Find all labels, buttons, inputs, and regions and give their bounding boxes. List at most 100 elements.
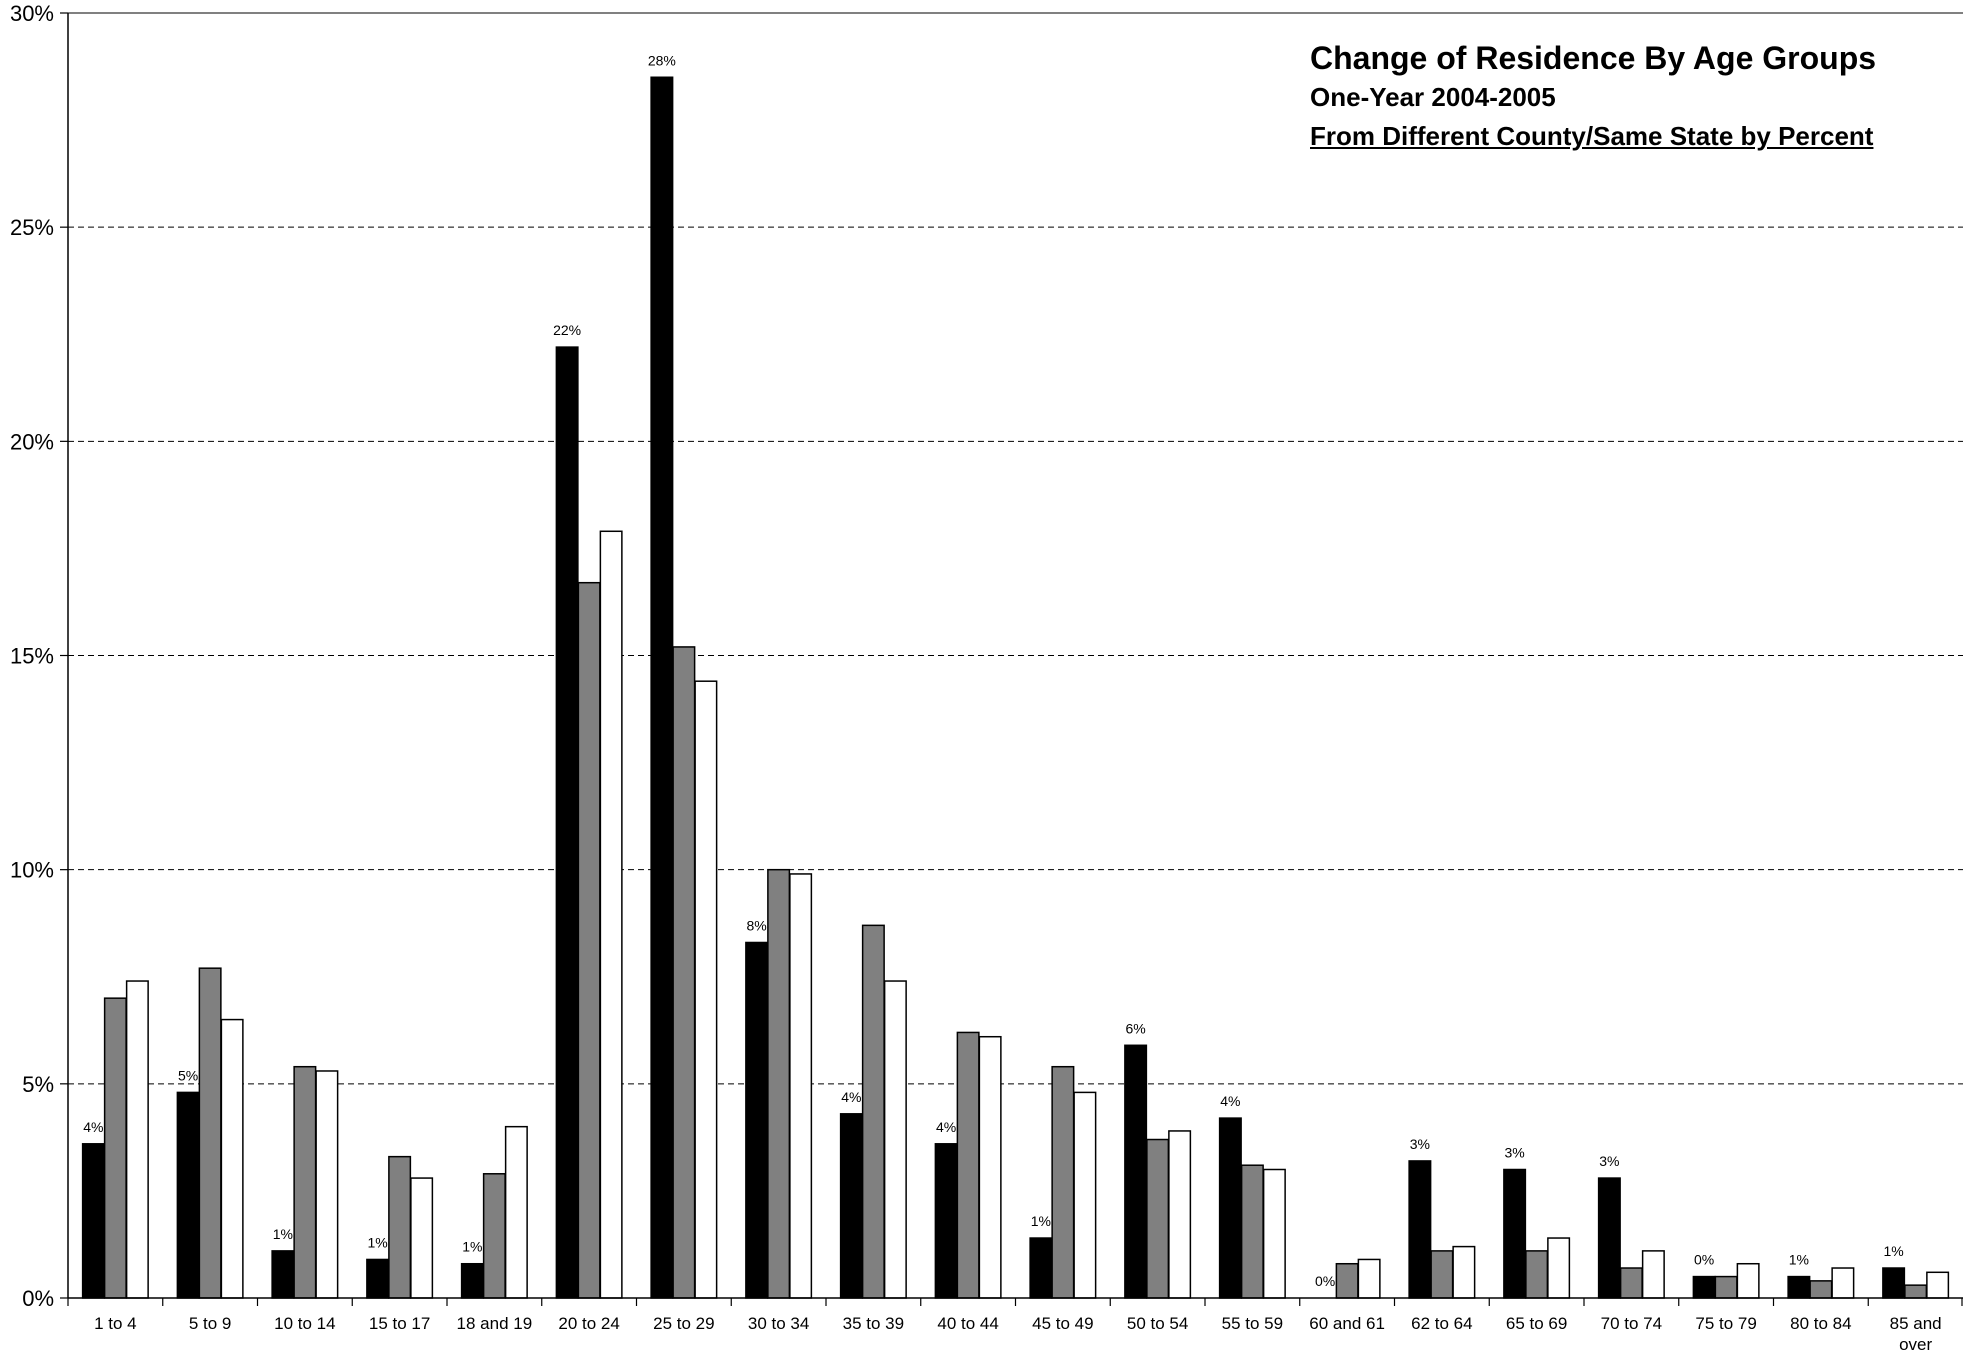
gridlines bbox=[68, 12, 1963, 1085]
bar bbox=[1503, 1168, 1527, 1299]
bar bbox=[1240, 1164, 1264, 1299]
bar bbox=[1408, 1160, 1432, 1299]
x-tick-label: 35 to 39 bbox=[843, 1314, 904, 1333]
x-tick-label: 18 and 19 bbox=[457, 1314, 533, 1333]
x-tick-label: 15 to 17 bbox=[369, 1314, 430, 1333]
bar bbox=[1619, 1267, 1643, 1299]
bar bbox=[599, 530, 623, 1299]
bar bbox=[650, 76, 674, 1299]
bar bbox=[767, 868, 791, 1299]
y-tick-label: 25% bbox=[10, 215, 54, 240]
bar bbox=[1641, 1250, 1665, 1299]
bar bbox=[271, 1250, 295, 1299]
x-tick-label: 85 and over bbox=[1890, 1314, 1942, 1354]
bar bbox=[577, 581, 601, 1299]
chart-subtitle-2: From Different County/Same State by Perc… bbox=[1310, 121, 1874, 151]
bar bbox=[861, 924, 885, 1299]
bar bbox=[1335, 1262, 1359, 1299]
y-tick-label: 10% bbox=[10, 858, 54, 883]
x-tick-label: 10 to 14 bbox=[274, 1314, 335, 1333]
bar bbox=[293, 1065, 317, 1299]
data-label: 1% bbox=[273, 1226, 293, 1242]
bar bbox=[482, 1173, 506, 1299]
data-label: 4% bbox=[83, 1119, 103, 1135]
bar bbox=[883, 980, 907, 1299]
bar bbox=[1787, 1275, 1811, 1299]
bar bbox=[81, 1143, 105, 1299]
y-tick-label: 30% bbox=[10, 1, 54, 26]
bar bbox=[1452, 1245, 1476, 1299]
data-label: 28% bbox=[648, 52, 676, 68]
bar bbox=[672, 646, 696, 1299]
x-tick-label: 80 to 84 bbox=[1790, 1314, 1851, 1333]
chart-title: Change of Residence By Age Groups bbox=[1310, 40, 1877, 76]
x-axis: 1 to 4 5 to 9 10 to 14 15 to 17 18 and 19 20 … bbox=[67, 1297, 1963, 1354]
bar bbox=[789, 873, 813, 1299]
x-tick-label: 50 to 54 bbox=[1127, 1314, 1188, 1333]
x-tick-label: 55 to 59 bbox=[1222, 1314, 1283, 1333]
bar bbox=[1029, 1237, 1053, 1299]
data-labels: 4% 5% 1% 1% 1% 22% 28% 8% 4% 4% 1% 6% 4% 0% 3% 3% 3% 0% 1%… bbox=[83, 52, 1903, 1289]
bar bbox=[1525, 1250, 1549, 1299]
data-label: 22% bbox=[553, 322, 581, 338]
bar bbox=[198, 967, 222, 1299]
data-label: 1% bbox=[462, 1239, 482, 1255]
bar bbox=[1357, 1258, 1381, 1299]
chart-title-block: Change of Residence By Age Groups One-Ye… bbox=[1310, 38, 1876, 156]
y-tick-label: 5% bbox=[22, 1072, 54, 1097]
y-tick-label: 0% bbox=[22, 1286, 54, 1311]
bars bbox=[81, 76, 1950, 1299]
bar bbox=[103, 997, 127, 1299]
bar bbox=[1926, 1271, 1950, 1299]
data-label: 1% bbox=[1789, 1252, 1809, 1268]
bar bbox=[410, 1177, 434, 1299]
bar bbox=[388, 1155, 412, 1299]
data-label: 8% bbox=[747, 917, 767, 933]
bar bbox=[1597, 1177, 1621, 1299]
bar bbox=[839, 1113, 863, 1299]
x-tick-label: 1 to 4 bbox=[94, 1314, 137, 1333]
bar bbox=[978, 1035, 1002, 1299]
bar bbox=[366, 1258, 390, 1299]
data-label: 0% bbox=[1694, 1252, 1714, 1268]
bar bbox=[1904, 1284, 1928, 1299]
x-tick-label: 65 to 69 bbox=[1506, 1314, 1567, 1333]
bar bbox=[1692, 1275, 1716, 1299]
bar bbox=[504, 1125, 528, 1299]
bar bbox=[125, 980, 149, 1299]
x-tick-label: 40 to 44 bbox=[937, 1314, 998, 1333]
data-label: 3% bbox=[1410, 1136, 1430, 1152]
data-label: 5% bbox=[178, 1067, 198, 1083]
bar bbox=[1547, 1237, 1571, 1299]
data-label: 3% bbox=[1599, 1153, 1619, 1169]
bar bbox=[956, 1031, 980, 1299]
bar bbox=[1882, 1267, 1906, 1299]
y-tick-label: 15% bbox=[10, 644, 54, 669]
x-tick-label: 25 to 29 bbox=[653, 1314, 714, 1333]
bar bbox=[1430, 1250, 1454, 1299]
bar bbox=[1714, 1275, 1738, 1299]
data-label: 4% bbox=[841, 1089, 861, 1105]
x-tick-label: 30 to 34 bbox=[748, 1314, 809, 1333]
bar bbox=[1809, 1280, 1833, 1299]
bar bbox=[1168, 1130, 1192, 1299]
bar bbox=[1831, 1267, 1855, 1299]
bar bbox=[934, 1143, 958, 1299]
y-axis: 0% 5% 10% 15% 20% 25% 30% bbox=[10, 1, 69, 1311]
bar bbox=[1073, 1091, 1097, 1299]
data-label: 0% bbox=[1315, 1273, 1335, 1289]
bar bbox=[1736, 1262, 1760, 1299]
x-tick-label: 5 to 9 bbox=[189, 1314, 232, 1333]
chart-subtitle: One-Year 2004-2005 bbox=[1310, 82, 1556, 112]
x-tick-label: 62 to 64 bbox=[1411, 1314, 1472, 1333]
data-label: 1% bbox=[1031, 1213, 1051, 1229]
data-label: 6% bbox=[1126, 1020, 1146, 1036]
bar bbox=[745, 941, 769, 1299]
bar bbox=[220, 1018, 244, 1299]
bar bbox=[1218, 1117, 1242, 1299]
data-label: 1% bbox=[368, 1234, 388, 1250]
y-tick-label: 20% bbox=[10, 429, 54, 454]
bar bbox=[460, 1262, 484, 1299]
bar bbox=[694, 680, 718, 1299]
